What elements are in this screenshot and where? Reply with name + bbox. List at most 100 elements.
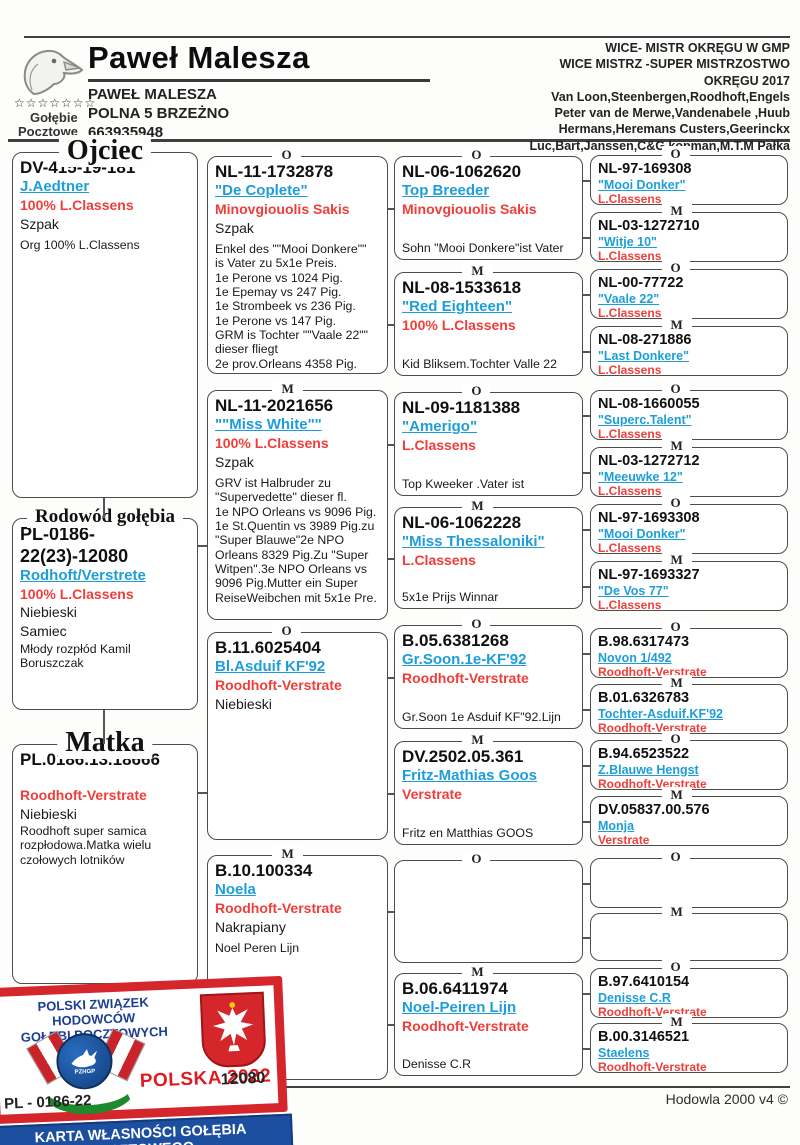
logo-text-line1: Gołębie [30,110,78,125]
strain-label: Roodhoft-Verstrate [402,670,529,687]
gen4-box-5: M NL-03-1272712 "Meeuwke 12" L.Classens [590,438,788,497]
ring-number: NL-11-1732878 [215,162,334,181]
pigeon-head-icon [23,50,84,96]
ring-number: B.01.6326783 [598,690,690,706]
gen4-box-15: M B.00.3146521 Staelens Roodhoft-Verstra… [590,1014,788,1074]
gen4-box-13: M [590,904,788,961]
subject-panel-title: Rodowód gołębia [27,506,183,528]
father-panel: Ojciec DV-415-19-181 J.Aedtner 100% L.Cl… [12,135,198,498]
ring-number: NL-06-1062620 [402,162,522,181]
ring-number: B.11.6025404 [215,638,321,657]
gen2-box-2: O B.11.6025404 Bl.Asduif KF'92 Roodhoft-… [207,623,388,840]
gen2-box-1: M NL-11-2021656 ""Miss White"" 100% L.Cl… [207,381,388,620]
sex-label: O [661,619,690,635]
connector-line [583,472,590,474]
sex-label: M [661,438,692,454]
color-label: Szpak [215,219,254,236]
ring-number: B.98.6317473 [598,634,690,650]
description: Kid Bliksem.Tochter Valle 22 [402,356,557,371]
pigeon-name: "Meeuwke 12" [598,469,683,484]
connector-line [583,529,590,531]
gen4-box-3: M NL-08-271886 "Last Donkere" L.Classens [590,317,788,376]
ring-number: NL-03-1272712 [598,453,700,469]
pigeon-name: J.Aedtner [20,178,90,196]
description: Noel Peren Lijn [215,940,300,955]
pigeon-name: "Mooi Donker" [598,526,686,541]
pigeon-name: Noel-Peiren Lijn [402,999,517,1017]
pigeon-name: Denisse C.R [598,990,671,1005]
description: Org 100% L.Classens [20,237,140,252]
poland-eagle-emblem [199,991,267,1069]
connector-line [583,883,590,885]
eagle-icon [212,1002,254,1052]
ring-number: DV.05837.00.576 [598,802,710,818]
connector-line [583,653,590,655]
father-panel-title: Ojciec [58,135,152,167]
description: 5x1e Prijs Winnar [402,589,499,604]
gen3-box-3: M NL-06-1062228 "Miss Thessaloniki" L.Cl… [394,498,583,609]
achievement-line: Luc,Bart,Janssen,C&G kopman,M.T.M Pałka [529,138,791,153]
strain-label: L.Classens [402,552,476,569]
achievement-line: Hermans,Heremans Custers,Geerinckx [558,122,790,137]
breeder-title: Paweł Malesza [88,40,430,82]
connector-line [388,324,394,326]
connector-line [583,937,590,939]
sex-label: O [661,731,690,747]
mother-panel-title: Matka [57,727,153,759]
strain-label: L.Classens [598,540,662,555]
sex-label: M [462,732,493,748]
sex-label: M [661,552,692,568]
ring-number: NL-00-77722 [598,275,684,291]
sex-label: M [272,381,303,397]
connector-line [583,586,590,588]
connector-line [388,558,394,560]
gen2-box-0: O NL-11-1732878 "De Coplete" Minovgiouol… [207,147,388,374]
connector-line [388,444,394,446]
strain-label: Minovgiouolis Sakis [402,201,537,218]
dove-emblem: PZHGP [55,1032,114,1091]
connector-line [388,208,394,210]
mother-panel: Matka PL.0186.13.18666 Roodhoft-Verstrat… [12,727,198,984]
gen4-box-11: M DV.05837.00.576 Monja Verstrate [590,787,788,846]
connector-line [583,821,590,823]
sex-label: O [661,381,690,397]
sticker-ring-prefix: PL - 0186-22 [3,1091,92,1113]
achievement-line: Van Loon,Steenbergen,Roodhoft,Engels [551,89,790,104]
footer-rule [207,1086,790,1088]
color-label: Szpak [215,453,254,470]
pigeon-name: ""Miss White"" [215,416,322,434]
description: GRV ist Halbruder zu "Supervedette" dies… [215,475,377,605]
strain-label: L.Classens [598,305,662,320]
ownership-sticker: POLSKI ZWIĄZEK HODOWCÓW GOŁĘBI POCZTOWYC… [0,975,294,1145]
ring-number: NL-08-1660055 [598,396,700,412]
ring-number: B.97.6410154 [598,974,690,990]
strain-label: Roodhoft-Verstrate [598,1059,707,1074]
connector-line [583,294,590,296]
ring-number: NL-09-1181388 [402,398,521,417]
software-credit: Hodowla 2000 v4 © [665,1091,788,1107]
pigeon-name: "De Vos 77" [598,583,669,598]
pigeon-name: "Last Donkere" [598,348,690,363]
strain-label: L.Classens [598,248,662,263]
description: Roodhoft super samica rozpłodowa.Matka w… [20,824,152,867]
ring-number: NL-08-271886 [598,332,692,348]
color-label: Szpak [20,215,59,232]
gen3-box-1: M NL-08-1533618 "Red Eighteen" 100% L.Cl… [394,263,583,376]
sticker-ring-number: 12080 [220,1069,266,1089]
description: Młody rozpłód Kamil Boruszczak [20,641,131,671]
connector-line [103,710,105,744]
ring-number: B.94.6523522 [598,746,690,762]
description: Top Kweeker .Vater ist [402,476,525,491]
gen4-box-14: O B.97.6410154 Denisse C.R Roodhoft-Vers… [590,959,788,1018]
strain-label: L.Classens [598,597,662,612]
sex-text: Samiec [20,622,67,639]
color-label: Niebieski [215,695,272,712]
ring-number: NL-08-1533618 [402,278,522,297]
pigeon-name: "Amerigo" [402,418,478,436]
description: Sohn "Mooi Donkere"ist Vater [402,240,564,255]
connector-line [198,792,207,794]
connector-line [103,498,105,518]
gen4-box-8: O B.98.6317473 Novon 1/492 Roodhoft-Vers… [590,619,788,678]
sex-label: M [661,787,692,803]
